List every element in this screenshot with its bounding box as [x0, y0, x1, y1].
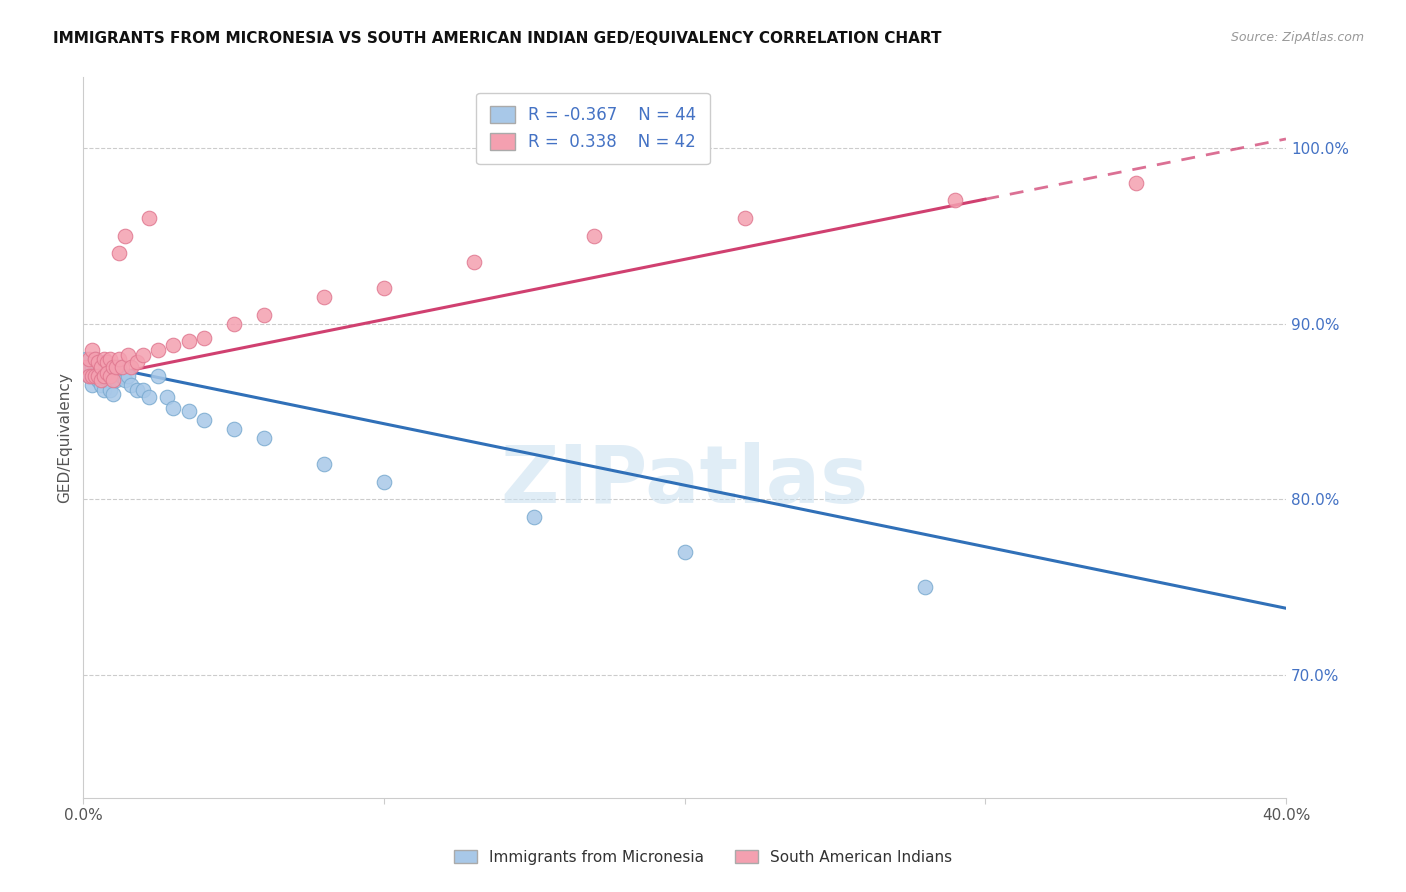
Point [463, 255, 485, 269]
Point [138, 211, 160, 225]
Point [132, 348, 155, 362]
Point [82, 369, 104, 384]
Point [96, 360, 118, 375]
Point [87, 366, 110, 380]
Point [312, 290, 335, 304]
Point [98, 366, 121, 380]
Point [111, 369, 134, 384]
Point [162, 337, 184, 351]
Point [177, 334, 200, 348]
Text: IMMIGRANTS FROM MICRONESIA VS SOUTH AMERICAN INDIAN GED/EQUIVALENCY CORRELATION : IMMIGRANTS FROM MICRONESIA VS SOUTH AMER… [53, 31, 942, 46]
Point [583, 228, 606, 243]
Point [79, 369, 101, 384]
Legend: R = -0.367    N = 44, R =  0.338    N = 42: R = -0.367 N = 44, R = 0.338 N = 42 [477, 93, 710, 164]
Text: ZIPatlas: ZIPatlas [501, 442, 869, 520]
Point [87, 369, 110, 384]
Point [127, 355, 149, 369]
Point [93, 351, 115, 366]
Point [523, 509, 546, 524]
Point [82, 343, 104, 357]
Point [1125, 176, 1147, 190]
Point [82, 360, 104, 375]
Point [87, 355, 110, 369]
Point [98, 351, 121, 366]
Point [373, 475, 395, 489]
Point [138, 390, 160, 404]
Point [108, 360, 131, 375]
Point [98, 369, 121, 384]
Point [90, 369, 112, 384]
Point [132, 384, 155, 398]
Point [253, 308, 276, 322]
Point [82, 369, 104, 384]
Point [90, 373, 112, 387]
Point [156, 390, 179, 404]
Point [87, 360, 110, 375]
Point [87, 373, 110, 387]
Point [373, 281, 395, 295]
Point [84, 369, 107, 384]
Y-axis label: GED/Equivalency: GED/Equivalency [58, 372, 72, 503]
Point [148, 369, 170, 384]
Point [103, 360, 125, 375]
Point [114, 373, 136, 387]
Point [222, 422, 245, 436]
Point [127, 384, 149, 398]
Point [79, 360, 101, 375]
Point [108, 351, 131, 366]
Point [103, 373, 125, 387]
Point [75, 360, 97, 375]
Point [108, 246, 131, 260]
Point [103, 386, 125, 401]
Point [79, 369, 101, 384]
Point [96, 355, 118, 369]
Point [90, 360, 112, 375]
Point [96, 366, 118, 380]
Point [93, 355, 115, 369]
Point [673, 545, 696, 559]
Point [84, 351, 107, 366]
Point [93, 369, 115, 384]
Point [93, 366, 115, 380]
Point [253, 431, 276, 445]
Point [117, 348, 139, 362]
Point [84, 351, 107, 366]
Point [193, 413, 215, 427]
Point [96, 373, 118, 387]
Point [943, 194, 966, 208]
Point [75, 351, 97, 366]
Point [111, 360, 134, 375]
Point [117, 369, 139, 384]
Point [90, 360, 112, 375]
Point [177, 404, 200, 418]
Point [93, 384, 115, 398]
Point [312, 457, 335, 471]
Point [105, 373, 128, 387]
Point [82, 378, 104, 392]
Text: Source: ZipAtlas.com: Source: ZipAtlas.com [1230, 31, 1364, 45]
Point [105, 360, 128, 375]
Legend: Immigrants from Micronesia, South American Indians: Immigrants from Micronesia, South Americ… [449, 844, 957, 871]
Point [193, 330, 215, 344]
Point [103, 369, 125, 384]
Point [90, 378, 112, 392]
Point [120, 378, 142, 392]
Point [734, 211, 756, 225]
Point [84, 369, 107, 384]
Point [162, 401, 184, 415]
Point [914, 580, 936, 594]
Point [114, 228, 136, 243]
Point [148, 343, 170, 357]
Point [120, 360, 142, 375]
Point [222, 317, 245, 331]
Point [79, 351, 101, 366]
Point [98, 384, 121, 398]
